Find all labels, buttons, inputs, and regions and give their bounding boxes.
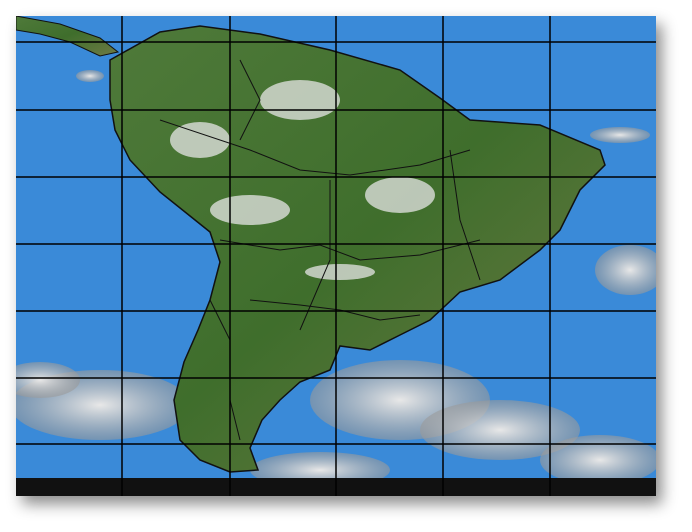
map-frame [16, 16, 656, 496]
central-america [16, 16, 120, 57]
grid [16, 16, 656, 496]
south-america [109, 25, 606, 473]
satellite-map [16, 16, 656, 496]
borders [159, 59, 481, 441]
